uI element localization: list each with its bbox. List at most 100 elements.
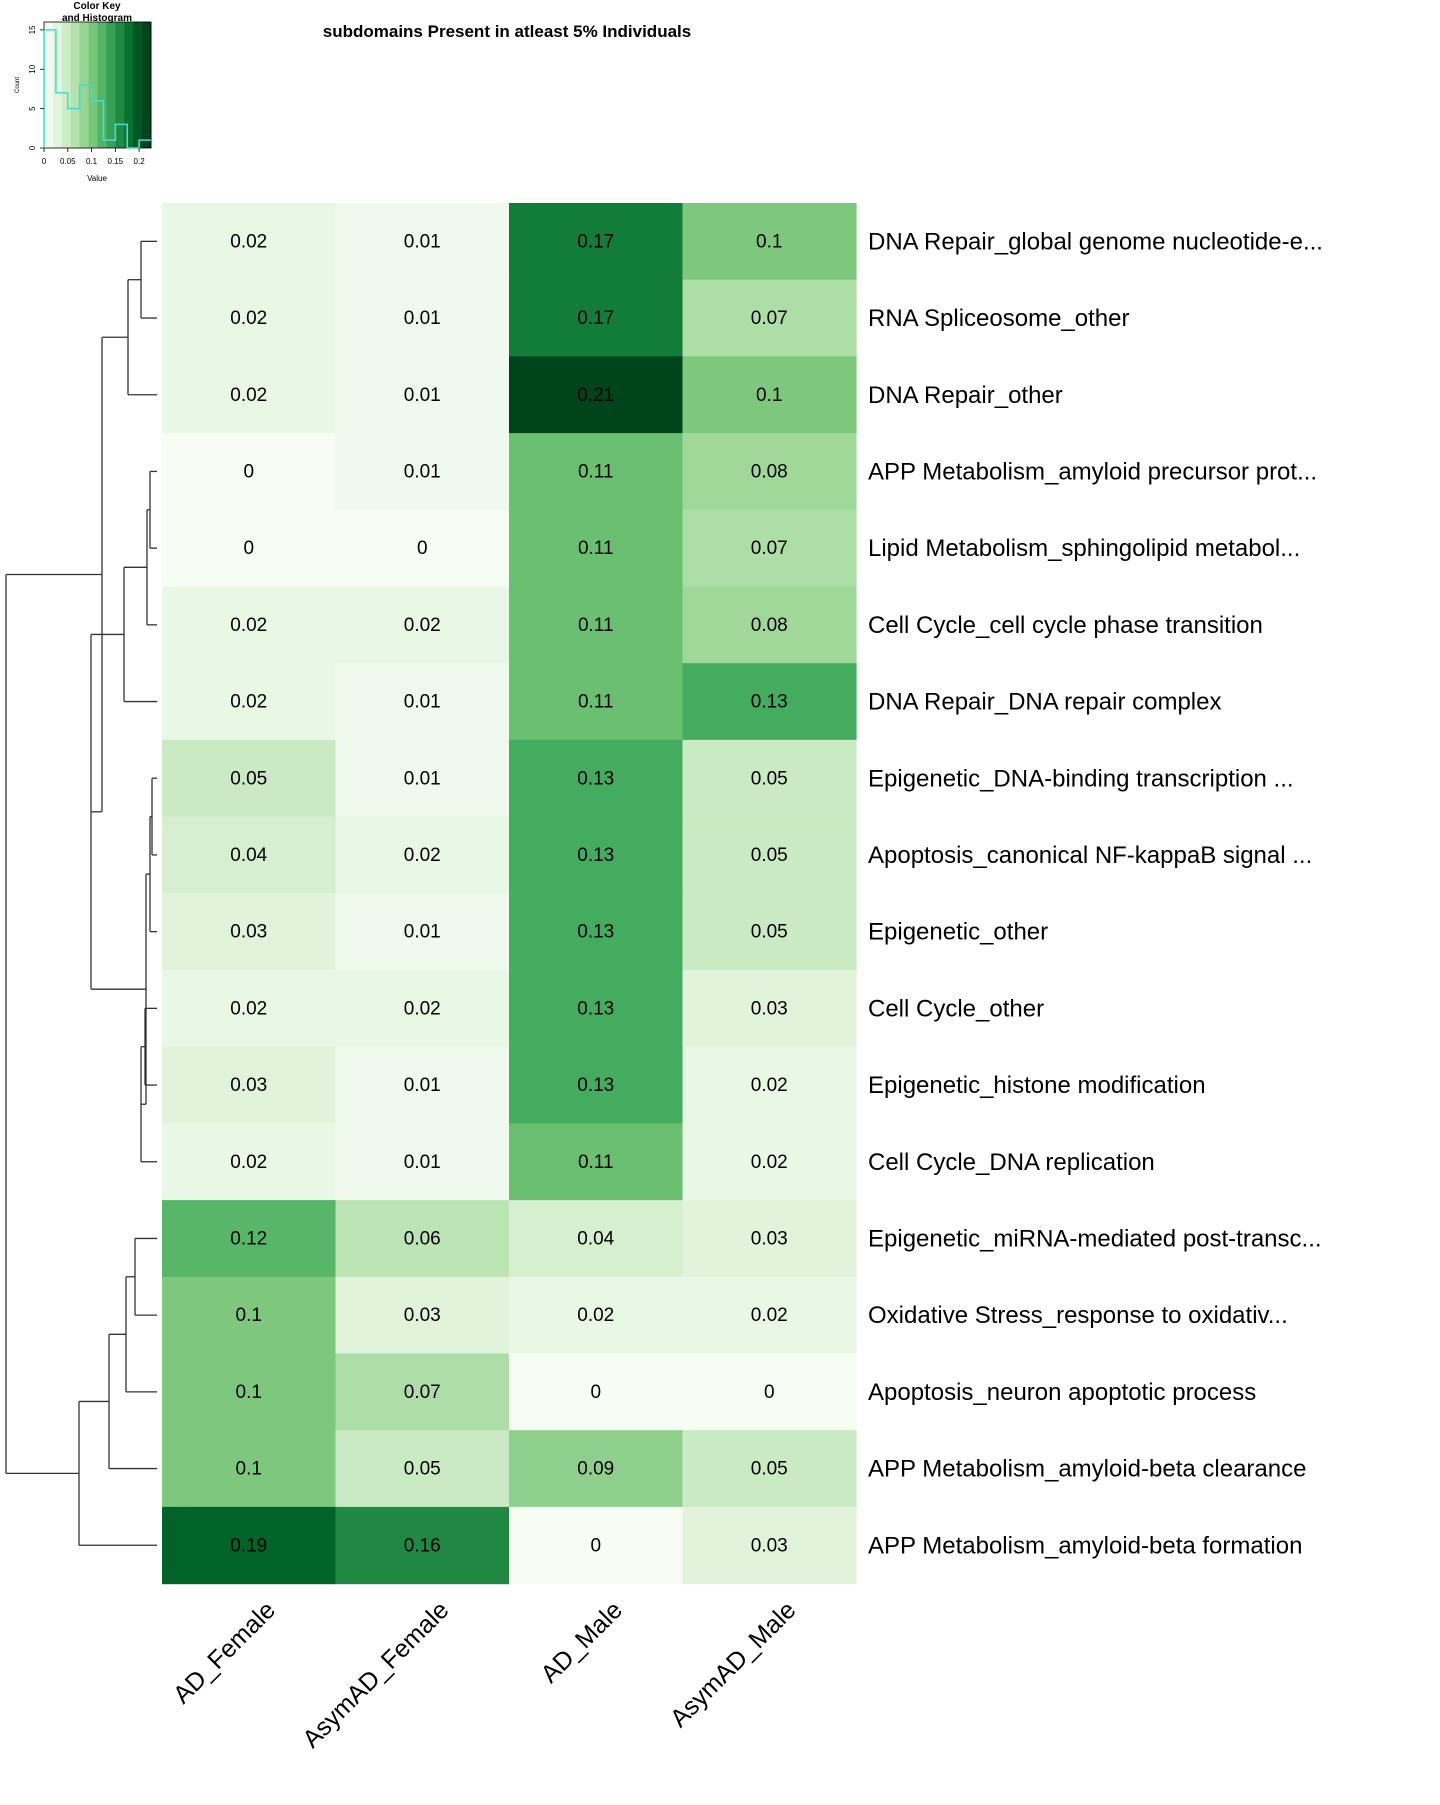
heatmap-cell [509, 1200, 684, 1278]
heatmap-cell [335, 893, 510, 971]
heatmap-cell [162, 1506, 337, 1585]
heatmap-cell [335, 816, 510, 894]
heatmap-cell [162, 433, 337, 511]
cell-value-label: 0.02 [230, 998, 267, 1019]
cell-value-label: 0.02 [230, 385, 267, 406]
heatmap-cell [509, 433, 684, 511]
heatmap-cell [335, 970, 510, 1048]
cell-value-label: 0.07 [404, 1382, 441, 1403]
cell-value-label: 0.03 [751, 998, 788, 1019]
heatmap-cell [335, 663, 510, 741]
heatmap-cell [509, 586, 684, 664]
heatmap-cell [509, 1276, 684, 1355]
cell-value-label: 0.03 [230, 1075, 267, 1096]
row-label: Epigenetic_histone modification [868, 1072, 1206, 1099]
cell-value-label: 0.1 [236, 1459, 262, 1480]
column-label: AsymAD_Male [665, 1596, 802, 1733]
cell-value-label: 0.13 [751, 692, 788, 713]
cell-value-label: 0.1 [756, 385, 782, 406]
cell-value-label: 0.11 [578, 615, 614, 636]
cell-value-label: 0.13 [577, 922, 614, 943]
chart-title: subdomains Present in atleast 5% Individ… [323, 22, 691, 41]
heatmap-cell [162, 586, 337, 664]
heatmap-cell [162, 816, 337, 894]
heatmap-cell [162, 356, 337, 434]
heatmap-cell [682, 433, 857, 511]
cell-value-label: 0.01 [404, 692, 441, 713]
row-label: DNA Repair_global genome nucleotide-e... [868, 228, 1323, 255]
color-key-band [88, 22, 98, 148]
row-label: Apoptosis_neuron apoptotic process [868, 1379, 1256, 1406]
heatmap-cell [682, 816, 857, 894]
cell-value-label: 0.05 [751, 845, 788, 866]
heatmap-cell [335, 433, 510, 511]
row-label: APP Metabolism_amyloid-beta clearance [868, 1456, 1306, 1483]
cell-value-label: 0.03 [751, 1228, 788, 1249]
color-key-band [124, 22, 134, 148]
cell-value-label: 0.02 [751, 1075, 788, 1096]
cell-value-label: 0.03 [404, 1305, 441, 1326]
heatmap-cell [162, 1200, 337, 1278]
heatmap-cell [335, 1353, 510, 1431]
heatmap-cell [682, 203, 857, 281]
cell-value-label: 0.01 [404, 308, 441, 329]
color-key-band [44, 22, 54, 148]
heatmap-cell [682, 1353, 857, 1431]
heatmap-cell [335, 739, 510, 818]
x-tick-label: 0.2 [134, 157, 146, 166]
cell-value-label: 0 [764, 1382, 775, 1403]
cell-value-label: 0.13 [577, 998, 614, 1019]
cell-value-label: 0.05 [230, 768, 267, 789]
color-key-band [97, 22, 107, 148]
x-tick-label: 0.1 [86, 157, 98, 166]
cell-value-label: 0.1 [236, 1382, 262, 1403]
row-label: APP Metabolism_amyloid precursor prot... [868, 458, 1317, 485]
row-label: APP Metabolism_amyloid-beta formation [868, 1532, 1302, 1559]
row-label: Oxidative Stress_response to oxidativ... [868, 1302, 1288, 1329]
cell-value-label: 0 [590, 1535, 601, 1556]
cell-value-label: 0.01 [404, 461, 441, 482]
heatmap-cell [509, 739, 684, 818]
heatmap-cell [682, 509, 857, 588]
row-label: DNA Repair_DNA repair complex [868, 689, 1221, 716]
heatmap-cell [162, 893, 337, 971]
cell-value-label: 0.02 [577, 1305, 614, 1326]
heatmap-cell [162, 509, 337, 588]
cell-value-label: 0.08 [751, 461, 788, 482]
cell-value-label: 0.17 [577, 231, 614, 252]
heatmap-cell [509, 1353, 684, 1431]
cell-value-label: 0.16 [404, 1535, 441, 1556]
heatmap-cell [162, 203, 337, 281]
cell-value-label: 0.02 [751, 1152, 788, 1173]
heatmap-cell [509, 893, 684, 971]
row-label: Cell Cycle_other [868, 995, 1044, 1022]
color-key-band [52, 22, 63, 148]
color-key-band [70, 22, 81, 148]
heatmap-cell [509, 1123, 684, 1201]
column-label: AD_Female [168, 1596, 281, 1709]
cell-value-label: 0.02 [230, 308, 267, 329]
heatmap-cell [509, 203, 684, 281]
x-tick-label: 0.05 [60, 157, 76, 166]
row-label: Epigenetic_DNA-binding transcription ... [868, 765, 1294, 792]
heatmap-cell [335, 203, 510, 281]
heatmap-cell [682, 1200, 857, 1278]
heatmap-cell [682, 893, 857, 971]
cell-value-label: 0.05 [404, 1459, 441, 1480]
x-tick-label: 0.15 [108, 157, 124, 166]
cell-value-label: 0.09 [577, 1459, 614, 1480]
cell-value-label: 0.07 [751, 538, 788, 559]
cell-value-label: 0 [590, 1382, 601, 1403]
heatmap-cell [335, 1046, 510, 1124]
heatmap-cell [335, 279, 510, 357]
column-labels: AD_Female AsymAD_Female AD_Male AsymAD_Male [168, 1596, 802, 1753]
cell-value-label: 0.01 [404, 922, 441, 943]
y-tick-label: 0 [28, 145, 37, 150]
y-tick-label: 10 [28, 64, 37, 73]
cell-value-label: 0 [243, 461, 254, 482]
cell-value-label: 0.11 [578, 461, 614, 482]
heatmap-cell [335, 356, 510, 434]
histogram-line [43, 29, 151, 149]
